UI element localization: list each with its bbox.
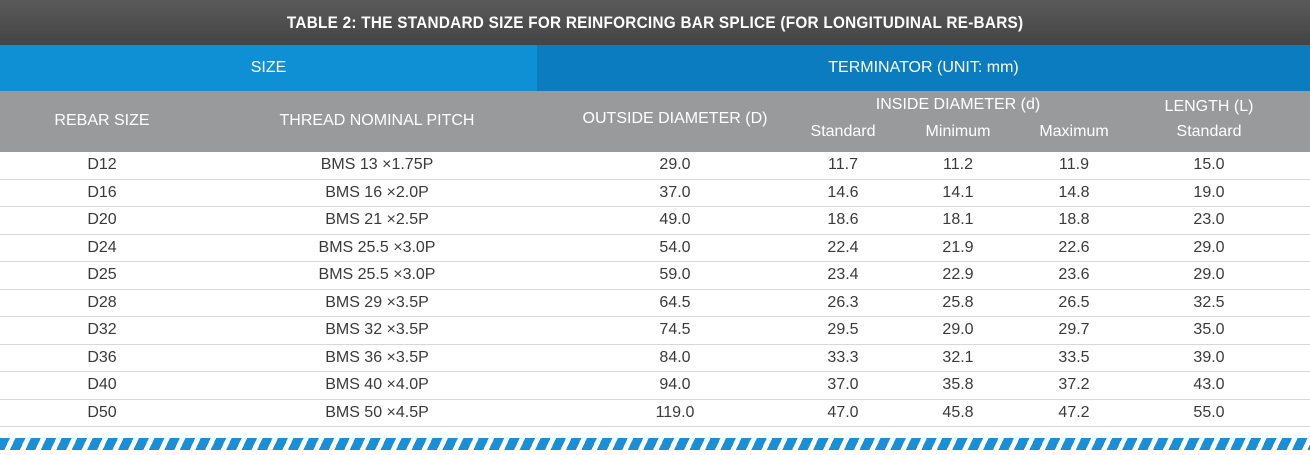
cell-inside-maximum: 14.8 — [1058, 183, 1090, 201]
header-thread-pitch: THREAD NOMINAL PITCH — [279, 112, 475, 129]
cell-inside-standard: 23.4 — [827, 266, 859, 284]
cell-thread-pitch: BMS 21 ×2.5P — [325, 211, 429, 229]
cell-outside-diameter: 49.0 — [659, 211, 691, 229]
cell-inside-maximum: 29.7 — [1058, 321, 1090, 339]
cell-inside-maximum: 37.2 — [1058, 376, 1090, 394]
table-row: D50 BMS 50 ×4.5P 119.0 47.0 45.8 47.2 55.0 — [0, 400, 1310, 427]
cell-outside-diameter: 37.0 — [659, 183, 691, 201]
cell-length-standard: 43.0 — [1193, 376, 1225, 394]
cell-inside-minimum: 25.8 — [942, 293, 974, 311]
cell-inside-standard: 29.5 — [827, 321, 859, 339]
table-row: D16 BMS 16 ×2.0P 37.0 14.6 14.1 14.8 19.0 — [0, 180, 1310, 207]
table-row: D24 BMS 25.5 ×3.0P 54.0 22.4 21.9 22.6 29.0 — [0, 235, 1310, 262]
cell-outside-diameter: 54.0 — [659, 238, 691, 256]
cell-inside-standard: 22.4 — [827, 238, 859, 256]
cell-inside-minimum: 14.1 — [942, 183, 974, 201]
cell-rebar-size: D50 — [87, 403, 117, 421]
table-row: D25 BMS 25.5 ×3.0P 59.0 23.4 22.9 23.6 29.0 — [0, 262, 1310, 290]
column-header-row: REBAR SIZE THREAD NOMINAL PITCH OUTSIDE … — [0, 91, 1310, 152]
cell-thread-pitch: BMS 13 ×1.75P — [320, 156, 434, 174]
cell-rebar-size: D36 — [87, 348, 117, 366]
cell-inside-minimum: 45.8 — [942, 403, 974, 421]
cell-thread-pitch: BMS 25.5 ×3.0P — [318, 238, 436, 256]
cell-thread-pitch: BMS 50 ×4.5P — [325, 403, 429, 421]
table-row: D40 BMS 40 ×4.0P 94.0 37.0 35.8 37.2 43.0 — [0, 372, 1310, 400]
cell-length-standard: 23.0 — [1193, 211, 1225, 229]
cell-length-standard: 39.0 — [1193, 348, 1225, 366]
header-inside-standard: Standard — [810, 123, 876, 140]
cell-rebar-size: D25 — [87, 266, 117, 284]
cell-rebar-size: D12 — [87, 156, 117, 174]
header-inside-maximum: Maximum — [1039, 123, 1109, 140]
table-row: D36 BMS 36 ×3.5P 84.0 33.3 32.1 33.5 39.0 — [0, 345, 1310, 372]
cell-inside-minimum: 32.1 — [942, 348, 974, 366]
cell-rebar-size: D16 — [87, 183, 117, 201]
terminator-group-header: TERMINATOR (UNIT: mm) — [537, 45, 1310, 91]
cell-inside-standard: 14.6 — [827, 183, 859, 201]
header-rebar-size: REBAR SIZE — [54, 112, 150, 129]
table-title: TABLE 2: THE STANDARD SIZE FOR REINFORCI… — [286, 12, 1024, 32]
cell-outside-diameter: 59.0 — [659, 266, 691, 284]
cell-outside-diameter: 119.0 — [655, 403, 695, 421]
cell-inside-minimum: 35.8 — [942, 376, 974, 394]
table-row: D28 BMS 29 ×3.5P 64.5 26.3 25.8 26.5 32.5 — [0, 290, 1310, 317]
cell-inside-standard: 26.3 — [827, 293, 859, 311]
cell-inside-maximum: 11.9 — [1059, 156, 1089, 174]
table-row: D32 BMS 32 ×3.5P 74.5 29.5 29.0 29.7 35.0 — [0, 317, 1310, 345]
header-outside-diameter: OUTSIDE DIAMETER (D) — [582, 110, 768, 127]
cell-rebar-size: D40 — [87, 376, 117, 394]
cell-thread-pitch: BMS 16 ×2.0P — [325, 183, 429, 201]
cell-thread-pitch: BMS 36 ×3.5P — [325, 348, 429, 366]
cell-outside-diameter: 84.0 — [659, 348, 691, 366]
cell-inside-minimum: 18.1 — [942, 211, 974, 229]
cell-inside-maximum: 33.5 — [1058, 348, 1090, 366]
cell-thread-pitch: BMS 25.5 ×3.0P — [318, 266, 436, 284]
decorative-stripe — [0, 438, 1310, 450]
table-row: D12 BMS 13 ×1.75P 29.0 11.7 11.2 11.9 15.0 — [0, 152, 1310, 180]
terminator-group-label: TERMINATOR (UNIT: mm) — [828, 59, 1019, 76]
cell-inside-maximum: 18.8 — [1058, 211, 1090, 229]
cell-length-standard: 32.5 — [1193, 293, 1225, 311]
cell-inside-standard: 37.0 — [827, 376, 859, 394]
cell-inside-maximum: 47.2 — [1058, 403, 1090, 421]
cell-inside-standard: 33.3 — [827, 348, 859, 366]
cell-length-standard: 15.0 — [1193, 156, 1225, 174]
cell-length-standard: 35.0 — [1193, 321, 1225, 339]
cell-inside-maximum: 26.5 — [1058, 293, 1090, 311]
cell-thread-pitch: BMS 32 ×3.5P — [325, 321, 429, 339]
table-body: D12 BMS 13 ×1.75P 29.0 11.7 11.2 11.9 15.0 D16 B… — [0, 152, 1310, 427]
cell-inside-minimum: 11.2 — [943, 156, 973, 174]
cell-inside-maximum: 22.6 — [1058, 238, 1090, 256]
cell-inside-maximum: 23.6 — [1058, 266, 1090, 284]
cell-inside-standard: 11.7 — [828, 156, 858, 174]
header-length: LENGTH (L) — [1164, 98, 1254, 115]
cell-outside-diameter: 64.5 — [659, 293, 691, 311]
cell-rebar-size: D24 — [87, 238, 117, 256]
cell-outside-diameter: 94.0 — [659, 376, 691, 394]
cell-length-standard: 19.0 — [1193, 183, 1225, 201]
size-group-label: SIZE — [250, 59, 287, 76]
cell-inside-minimum: 22.9 — [942, 266, 974, 284]
table-row: D20 BMS 21 ×2.5P 49.0 18.6 18.1 18.8 23.0 — [0, 207, 1310, 235]
cell-length-standard: 29.0 — [1193, 266, 1225, 284]
cell-length-standard: 55.0 — [1193, 403, 1225, 421]
cell-inside-minimum: 21.9 — [942, 238, 974, 256]
header-length-standard: Standard — [1176, 123, 1242, 140]
header-inside-minimum: Minimum — [925, 123, 991, 140]
header-inside-diameter: INSIDE DIAMETER (d) — [875, 96, 1041, 113]
cell-outside-diameter: 29.0 — [659, 156, 691, 174]
cell-thread-pitch: BMS 40 ×4.0P — [325, 376, 429, 394]
cell-inside-minimum: 29.0 — [942, 321, 974, 339]
cell-rebar-size: D20 — [87, 211, 117, 229]
table-title-bar: TABLE 2: THE STANDARD SIZE FOR REINFORCI… — [0, 0, 1310, 45]
cell-thread-pitch: BMS 29 ×3.5P — [325, 293, 429, 311]
cell-rebar-size: D28 — [87, 293, 117, 311]
cell-inside-standard: 18.6 — [827, 211, 859, 229]
size-group-header: SIZE — [0, 45, 537, 91]
cell-length-standard: 29.0 — [1193, 238, 1225, 256]
cell-inside-standard: 47.0 — [827, 403, 859, 421]
cell-rebar-size: D32 — [87, 321, 117, 339]
cell-outside-diameter: 74.5 — [659, 321, 691, 339]
